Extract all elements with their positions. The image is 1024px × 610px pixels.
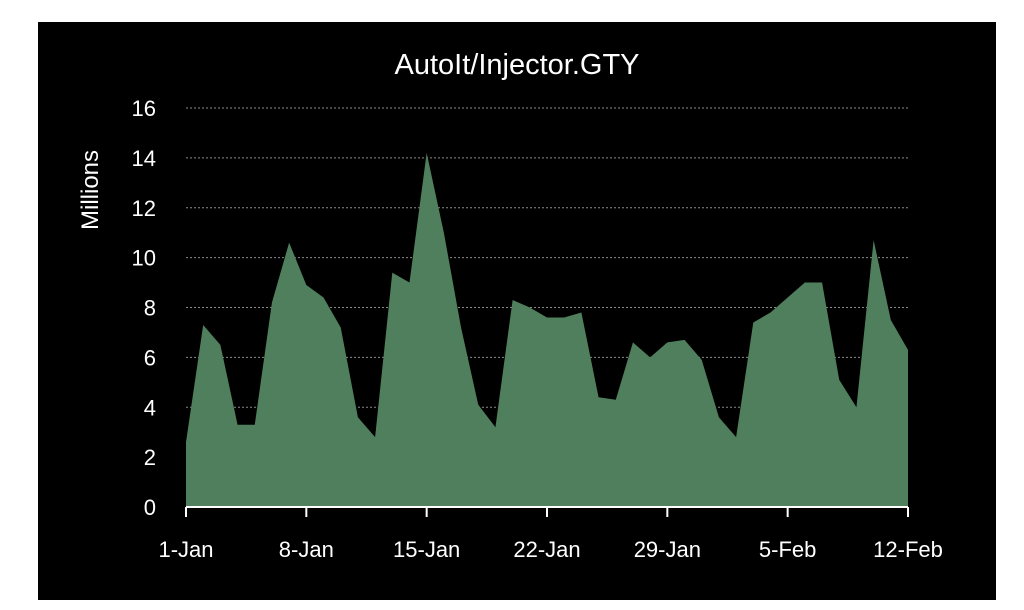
x-tick-label: 1-Jan — [158, 537, 213, 562]
series-area-layer — [186, 152, 908, 507]
y-tick-label: 8 — [144, 296, 156, 321]
area-chart: AutoIt/Injector.GTY Millions 0 2 4 6 8 10 12 14… — [77, 49, 943, 562]
axes — [185, 506, 909, 517]
y-tick-label: 4 — [144, 395, 156, 420]
x-tick-label: 8-Jan — [279, 537, 334, 562]
y-tick-labels: 0 2 4 6 8 10 12 14 16 — [132, 96, 156, 520]
y-tick-label: 6 — [144, 345, 156, 370]
y-axis-title: Millions — [77, 150, 104, 230]
chart-title: AutoIt/Injector.GTY — [395, 49, 640, 81]
y-tick-label: 0 — [144, 495, 156, 520]
x-tick-label: 22-Jan — [513, 537, 580, 562]
x-tick-label: 29-Jan — [634, 537, 701, 562]
y-tick-label: 2 — [144, 445, 156, 470]
y-tick-label: 14 — [132, 146, 156, 171]
series-area-0 — [186, 152, 908, 507]
y-tick-label: 10 — [132, 246, 156, 271]
x-tick-label: 5-Feb — [759, 537, 816, 562]
chart-panel: AutoIt/Injector.GTY Millions 0 2 4 6 8 10 12 14… — [38, 22, 996, 600]
x-tick-label: 15-Jan — [393, 537, 460, 562]
x-tick-label: 12-Feb — [873, 537, 943, 562]
x-tick-labels: 1-Jan 8-Jan 15-Jan 22-Jan 29-Jan 5-Feb 12-Feb — [158, 537, 942, 562]
y-tick-label: 12 — [132, 196, 156, 221]
y-tick-label: 16 — [132, 96, 156, 121]
